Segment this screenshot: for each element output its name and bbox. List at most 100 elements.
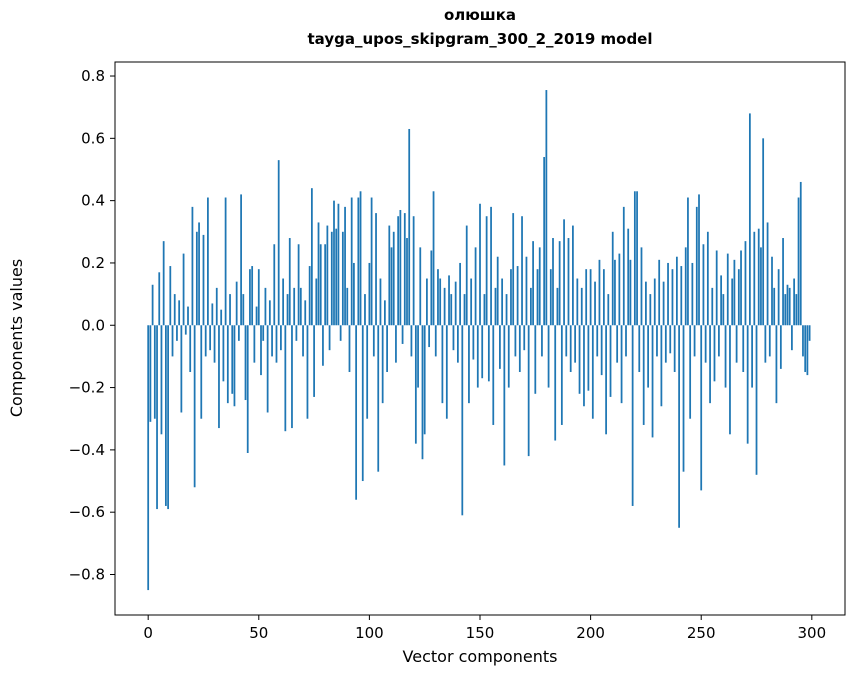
bar xyxy=(782,238,784,326)
bar xyxy=(326,225,329,326)
bar xyxy=(253,325,256,363)
bar xyxy=(600,325,603,376)
bar xyxy=(202,234,205,326)
bar xyxy=(178,300,181,326)
bar xyxy=(461,325,464,516)
bar xyxy=(401,325,404,344)
bar xyxy=(450,294,453,326)
y-tick-label: −0.2 xyxy=(69,379,105,397)
y-tick-label: 0.2 xyxy=(81,254,105,272)
y-axis-label: Components values xyxy=(7,259,26,417)
bar xyxy=(572,225,574,326)
bar xyxy=(512,213,515,326)
bar xyxy=(720,275,723,326)
bar xyxy=(171,325,174,357)
bar xyxy=(602,269,605,326)
bar xyxy=(726,253,729,326)
bar xyxy=(264,287,267,326)
bar xyxy=(605,325,607,435)
bar xyxy=(324,244,327,326)
bar xyxy=(784,294,787,326)
bar xyxy=(651,325,654,438)
bar xyxy=(706,231,709,326)
bar xyxy=(616,325,619,363)
bar xyxy=(412,216,415,326)
bar xyxy=(293,287,296,326)
bar xyxy=(507,325,510,388)
bar xyxy=(200,325,203,419)
bar xyxy=(764,325,767,363)
y-tick-label: −0.8 xyxy=(69,565,105,583)
bar xyxy=(388,225,391,326)
bar xyxy=(310,188,313,326)
bar xyxy=(335,228,338,326)
bar xyxy=(399,209,402,326)
bar xyxy=(368,262,371,326)
bar xyxy=(744,241,747,326)
bar xyxy=(459,262,461,326)
bar xyxy=(505,294,508,326)
bar xyxy=(260,325,262,376)
bar xyxy=(751,325,753,388)
bar xyxy=(631,325,634,506)
bar xyxy=(346,287,349,326)
bar xyxy=(718,325,720,357)
bar xyxy=(642,325,645,425)
bar xyxy=(193,325,196,488)
bar xyxy=(257,269,260,326)
bar xyxy=(768,325,771,357)
bar xyxy=(740,250,742,326)
bar xyxy=(277,160,280,326)
bar xyxy=(682,325,685,472)
bar xyxy=(169,266,172,326)
bar xyxy=(771,256,773,326)
bar xyxy=(379,278,382,326)
bar xyxy=(476,325,479,388)
bar xyxy=(237,325,240,341)
bar xyxy=(428,325,431,348)
bar xyxy=(587,325,590,391)
bar xyxy=(430,250,433,326)
bar xyxy=(731,278,734,326)
y-tick-label: 0.6 xyxy=(81,129,105,147)
bar xyxy=(151,284,154,326)
bar xyxy=(525,256,528,326)
bar xyxy=(353,262,355,326)
bar xyxy=(618,253,621,326)
bar xyxy=(275,325,278,363)
bar xyxy=(589,269,592,326)
bar xyxy=(549,269,552,326)
bar xyxy=(302,325,304,357)
bar xyxy=(386,325,388,372)
bar xyxy=(695,206,698,326)
bar xyxy=(251,266,254,326)
bar xyxy=(614,259,616,326)
bar xyxy=(182,253,185,326)
bar xyxy=(443,287,446,326)
bar xyxy=(262,325,265,341)
bar xyxy=(786,284,789,326)
bar xyxy=(377,325,380,472)
bar xyxy=(419,247,422,326)
bar xyxy=(445,325,448,419)
bar xyxy=(381,325,384,404)
bar xyxy=(737,269,740,326)
bar xyxy=(627,228,630,326)
bar xyxy=(543,157,546,326)
y-axis-ticks: −0.8 −0.6 −0.4 −0.2 0.0 0.2 0.4 0.6 0.8 xyxy=(69,67,115,583)
bar xyxy=(545,90,548,326)
plot-border xyxy=(114,61,846,616)
bar xyxy=(224,197,227,326)
bar xyxy=(204,325,207,357)
bar xyxy=(308,266,311,326)
bar xyxy=(481,325,484,379)
bar xyxy=(282,278,285,326)
bar xyxy=(653,278,656,326)
bar xyxy=(746,325,749,444)
x-tick-label: 50 xyxy=(249,624,268,642)
bar xyxy=(611,231,614,326)
bar xyxy=(527,325,530,457)
bar xyxy=(315,278,318,326)
bar xyxy=(729,325,731,435)
bar xyxy=(757,228,760,326)
